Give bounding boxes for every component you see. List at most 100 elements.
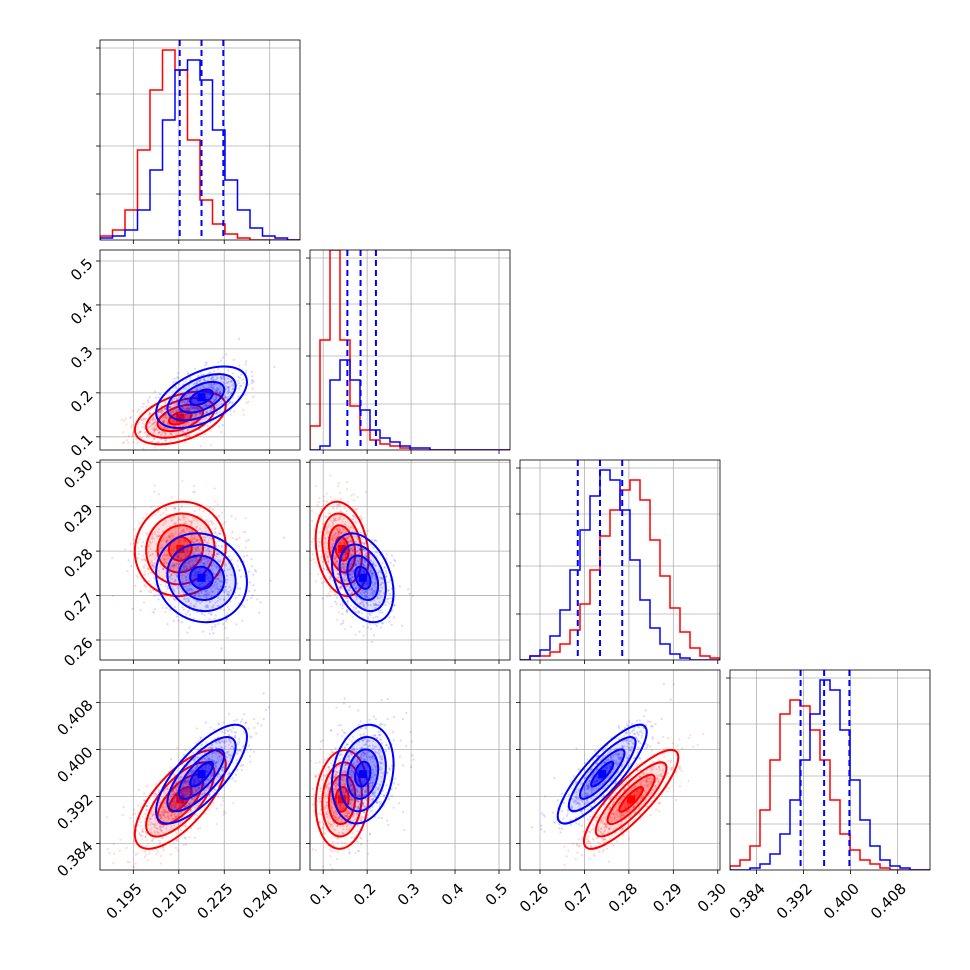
sample-point xyxy=(177,408,180,412)
sample-point xyxy=(210,537,213,540)
sample-point xyxy=(157,593,161,596)
panel-frame xyxy=(99,39,301,241)
sample-point xyxy=(145,531,148,535)
sample-point xyxy=(153,390,157,393)
sample-point xyxy=(250,370,253,373)
sample-point xyxy=(165,558,168,561)
sample-point xyxy=(167,395,170,398)
sample-point xyxy=(219,560,222,563)
sample-point xyxy=(161,568,165,571)
sample-point xyxy=(226,392,229,395)
sample-point xyxy=(211,590,214,594)
sample-point xyxy=(147,420,150,423)
sample-point xyxy=(172,565,175,568)
sample-point xyxy=(226,568,229,571)
sample-point xyxy=(164,433,167,436)
sample-point xyxy=(254,570,258,573)
sample-point xyxy=(310,540,314,543)
sample-point xyxy=(141,417,144,420)
sample-point xyxy=(210,377,213,380)
sample-point xyxy=(148,396,151,399)
sample-point xyxy=(226,590,229,593)
sample-point xyxy=(215,555,218,558)
sample-point xyxy=(201,600,204,603)
sample-point xyxy=(186,396,189,400)
sample-point xyxy=(215,390,219,394)
sample-point xyxy=(351,527,354,530)
sample-point xyxy=(190,520,193,523)
sample-point xyxy=(372,634,376,637)
sample-point xyxy=(162,558,166,561)
sample-point xyxy=(185,597,188,600)
sample-point xyxy=(204,404,207,407)
sample-point xyxy=(208,808,211,811)
sample-point xyxy=(204,593,207,596)
sample-point xyxy=(186,407,190,410)
sample-point xyxy=(232,384,236,388)
panel-0-0 xyxy=(96,39,301,244)
sample-point xyxy=(192,546,195,549)
sample-point xyxy=(214,394,217,398)
sample-point xyxy=(196,519,199,522)
sample-point xyxy=(213,382,216,386)
sample-point xyxy=(190,521,193,524)
sample-point xyxy=(215,403,218,407)
sample-point xyxy=(204,520,207,523)
sample-point xyxy=(162,419,165,422)
sample-point xyxy=(160,409,164,412)
sample-point xyxy=(174,846,177,850)
sample-point xyxy=(200,557,203,561)
sample-point xyxy=(164,549,167,552)
sample-point xyxy=(112,862,115,865)
sample-point xyxy=(215,822,218,826)
sample-point xyxy=(317,501,320,504)
sample-point xyxy=(215,389,219,392)
sample-point xyxy=(186,610,189,613)
sample-point xyxy=(161,420,165,423)
sample-point xyxy=(176,567,179,570)
sample-point xyxy=(312,537,315,540)
sample-point xyxy=(162,511,165,514)
sample-point xyxy=(154,420,157,423)
sample-point xyxy=(221,389,224,392)
sample-point xyxy=(163,426,166,429)
sample-point xyxy=(165,539,168,543)
sample-point xyxy=(352,515,355,518)
sample-point xyxy=(181,590,184,593)
sample-point xyxy=(237,382,240,385)
sample-point xyxy=(164,415,167,418)
sample-point xyxy=(161,419,164,422)
sample-point xyxy=(159,862,162,865)
sample-point xyxy=(329,495,332,499)
sample-point xyxy=(212,376,215,379)
histogram-series-0 xyxy=(100,49,300,240)
sample-point xyxy=(175,402,178,406)
sample-point xyxy=(335,602,338,605)
sample-point xyxy=(326,556,329,559)
sample-point xyxy=(178,383,181,386)
sample-point xyxy=(158,393,162,396)
sample-point xyxy=(172,562,175,565)
sample-point xyxy=(202,557,205,561)
sample-point xyxy=(203,546,206,549)
sample-point xyxy=(232,387,235,390)
sample-point xyxy=(185,522,188,526)
sample-point xyxy=(140,558,143,561)
sample-point xyxy=(194,537,197,540)
sample-point xyxy=(168,570,171,574)
sample-point xyxy=(189,376,192,379)
sample-point xyxy=(224,395,227,398)
sample-point xyxy=(199,589,203,593)
sample-point xyxy=(177,595,180,599)
sample-point xyxy=(339,498,342,501)
sample-point xyxy=(232,358,235,361)
sample-point xyxy=(212,384,215,387)
sample-point xyxy=(180,560,183,563)
sample-point xyxy=(361,517,364,520)
sample-point xyxy=(210,588,213,591)
sample-point xyxy=(160,408,163,412)
sample-point xyxy=(163,558,166,561)
sample-point xyxy=(188,531,191,534)
sample-point xyxy=(184,401,187,404)
sample-point xyxy=(207,592,210,595)
